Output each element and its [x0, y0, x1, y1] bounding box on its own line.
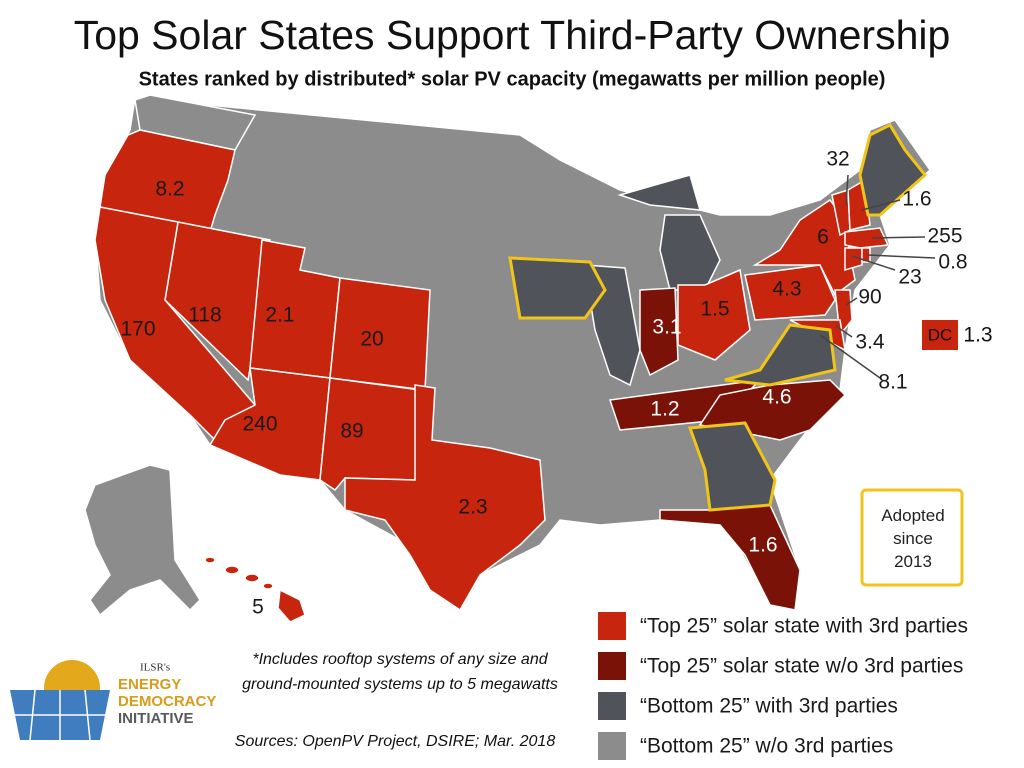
adopted-note: Adopted since 2013	[881, 505, 945, 571]
footnote: ground-mounted systems up to 5 megawatts	[242, 676, 558, 693]
state-value: 255	[927, 225, 962, 248]
logo-line: DEMOCRACY	[118, 693, 216, 710]
sources: Sources: OpenPV Project, DSIRE; Mar. 201…	[235, 733, 556, 750]
legend-label: “Top 25” solar state w/o 3rd parties	[640, 655, 963, 678]
indiana	[639, 287, 679, 377]
state-value: 1.6	[748, 534, 777, 557]
state-value: 20	[360, 328, 383, 351]
georgia	[687, 421, 777, 512]
state-value: 90	[858, 286, 881, 309]
logo-line: ENERGY	[118, 676, 181, 693]
title: Top Solar States Support Third-Party Own…	[74, 12, 951, 58]
state-value: 5	[252, 596, 264, 619]
legend-swatch	[598, 692, 626, 720]
legend-label: “Bottom 25” w/o 3rd parties	[640, 735, 893, 758]
legend: “Top 25” solar state with 3rd parties “To…	[598, 612, 968, 760]
legend-swatch	[598, 612, 626, 640]
state-value: 118	[188, 304, 221, 327]
logo-prefix: ILSR's	[140, 662, 170, 674]
state-value: 8.2	[155, 178, 184, 201]
dc-box	[922, 320, 958, 350]
adopted-box	[860, 488, 964, 587]
michigan-up	[617, 174, 702, 211]
leader-lines	[819, 174, 936, 379]
subtitle: States ranked by distributed* solar PV c…	[139, 68, 886, 90]
state-value: 4.6	[762, 386, 791, 409]
logo-line: INITIATIVE	[118, 710, 194, 727]
logo: ILSR's ENERGY DEMOCRACY INITIATIVE	[10, 660, 216, 741]
state-value: 23	[898, 266, 921, 289]
state-value: 89	[340, 420, 363, 443]
state-value: 32	[826, 148, 849, 171]
state-value: 4.3	[772, 278, 801, 301]
maine	[858, 123, 928, 217]
new-mexico	[319, 377, 421, 491]
state-value: 1.6	[902, 188, 931, 211]
state-value: 170	[120, 318, 155, 341]
state-value: 240	[242, 413, 277, 436]
state-value: 2.3	[458, 496, 487, 519]
alaska	[84, 464, 201, 617]
dc-value: 1.3	[963, 324, 992, 347]
legend-label: “Top 25” solar state with 3rd parties	[640, 615, 968, 638]
adopted-states	[508, 123, 928, 512]
pennsylvania	[744, 264, 836, 321]
state-value: 8.1	[878, 371, 907, 394]
footnote: *Includes rooftop systems of any size an…	[252, 651, 548, 668]
state-value: 1.5	[700, 298, 729, 321]
state-value: 0.8	[938, 251, 967, 274]
state-value: 6	[817, 226, 829, 249]
state-value: 1.2	[650, 398, 679, 421]
ohio	[677, 268, 751, 361]
texas	[344, 384, 546, 612]
state-value: 3.4	[855, 331, 885, 354]
legend-label: “Bottom 25” with 3rd parties	[640, 695, 898, 718]
state-value: 2.1	[265, 304, 294, 327]
legend-swatch	[598, 652, 626, 680]
hawaii	[204, 556, 306, 623]
iowa	[508, 256, 607, 320]
massachusetts	[844, 227, 890, 249]
connecticut	[844, 247, 863, 272]
legend-swatch	[598, 732, 626, 760]
dc-label: DC	[928, 325, 953, 344]
state-value: 3.1	[652, 316, 681, 339]
virginia	[724, 323, 837, 387]
